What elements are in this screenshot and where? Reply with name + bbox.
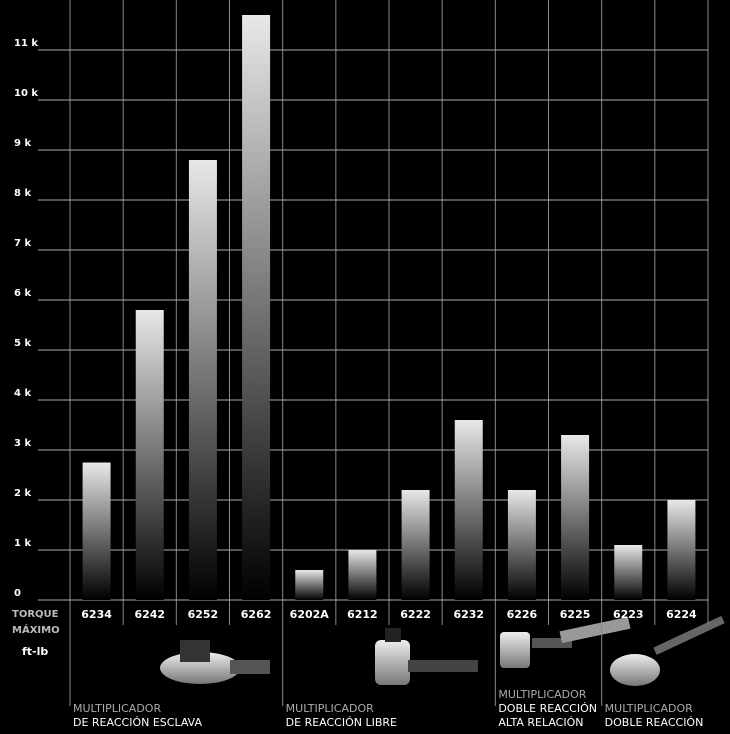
x-tick-label: 6252 <box>188 608 219 621</box>
x-tick-label: 6222 <box>400 608 431 621</box>
y-axis-label: MÁXIMO <box>12 623 60 636</box>
y-tick-label: 9 k <box>14 138 31 149</box>
y-tick-label: 3 k <box>14 438 31 449</box>
group-label: DOBLE REACCIÓN <box>605 716 704 729</box>
group-label: MULTIPLICADOR <box>286 702 374 715</box>
product-image <box>653 615 725 655</box>
bar <box>82 462 111 600</box>
product-image <box>160 640 270 684</box>
x-tick-label: 6242 <box>134 608 165 621</box>
group-label: DE REACCIÓN LIBRE <box>286 716 397 729</box>
x-tick-label: 6262 <box>241 608 272 621</box>
x-tick-label: 6202A <box>290 608 330 621</box>
product-image <box>610 654 660 686</box>
bar <box>667 500 696 600</box>
y-tick-label: 5 k <box>14 338 31 349</box>
x-tick-label: 6223 <box>613 608 644 621</box>
y-tick-label: 8 k <box>14 188 31 199</box>
bar <box>348 550 377 600</box>
y-tick-label: 10 k <box>14 88 38 99</box>
y-tick-label: 4 k <box>14 388 31 399</box>
bar <box>188 160 217 600</box>
bar <box>614 545 643 600</box>
group-label: DE REACCIÓN ESCLAVA <box>73 716 202 729</box>
x-tick-label: 6232 <box>453 608 484 621</box>
x-tick-label: 6226 <box>507 608 538 621</box>
product-image <box>500 616 631 668</box>
x-tick-label: 6212 <box>347 608 378 621</box>
group-label: MULTIPLICADOR <box>498 688 586 701</box>
bar <box>454 420 483 600</box>
group-label: ALTA RELACIÓN <box>498 716 583 729</box>
y-tick-label: 11 k <box>14 38 38 49</box>
bar <box>507 490 536 600</box>
unit-label: ft-lb <box>22 645 48 658</box>
y-axis-label: TORQUE <box>12 609 59 620</box>
product-images <box>160 615 725 686</box>
bar <box>561 435 590 600</box>
x-tick-label: 6224 <box>666 608 697 621</box>
group-label: MULTIPLICADOR <box>73 702 161 715</box>
group-label: MULTIPLICADOR <box>605 702 693 715</box>
group-label: DOBLE REACCIÓN <box>498 702 597 715</box>
x-tick-label: 6225 <box>560 608 591 621</box>
y-tick-label: 2 k <box>14 488 31 499</box>
bar <box>401 490 430 600</box>
bar <box>242 15 271 600</box>
bar <box>295 570 324 600</box>
y-tick-label: 7 k <box>14 238 31 249</box>
y-tick-label: 0 <box>14 588 21 599</box>
bar <box>135 310 164 600</box>
y-tick-label: 6 k <box>14 288 31 299</box>
y-tick-label: 1 k <box>14 538 31 549</box>
x-tick-label: 6234 <box>81 608 112 621</box>
product-image <box>375 628 478 685</box>
